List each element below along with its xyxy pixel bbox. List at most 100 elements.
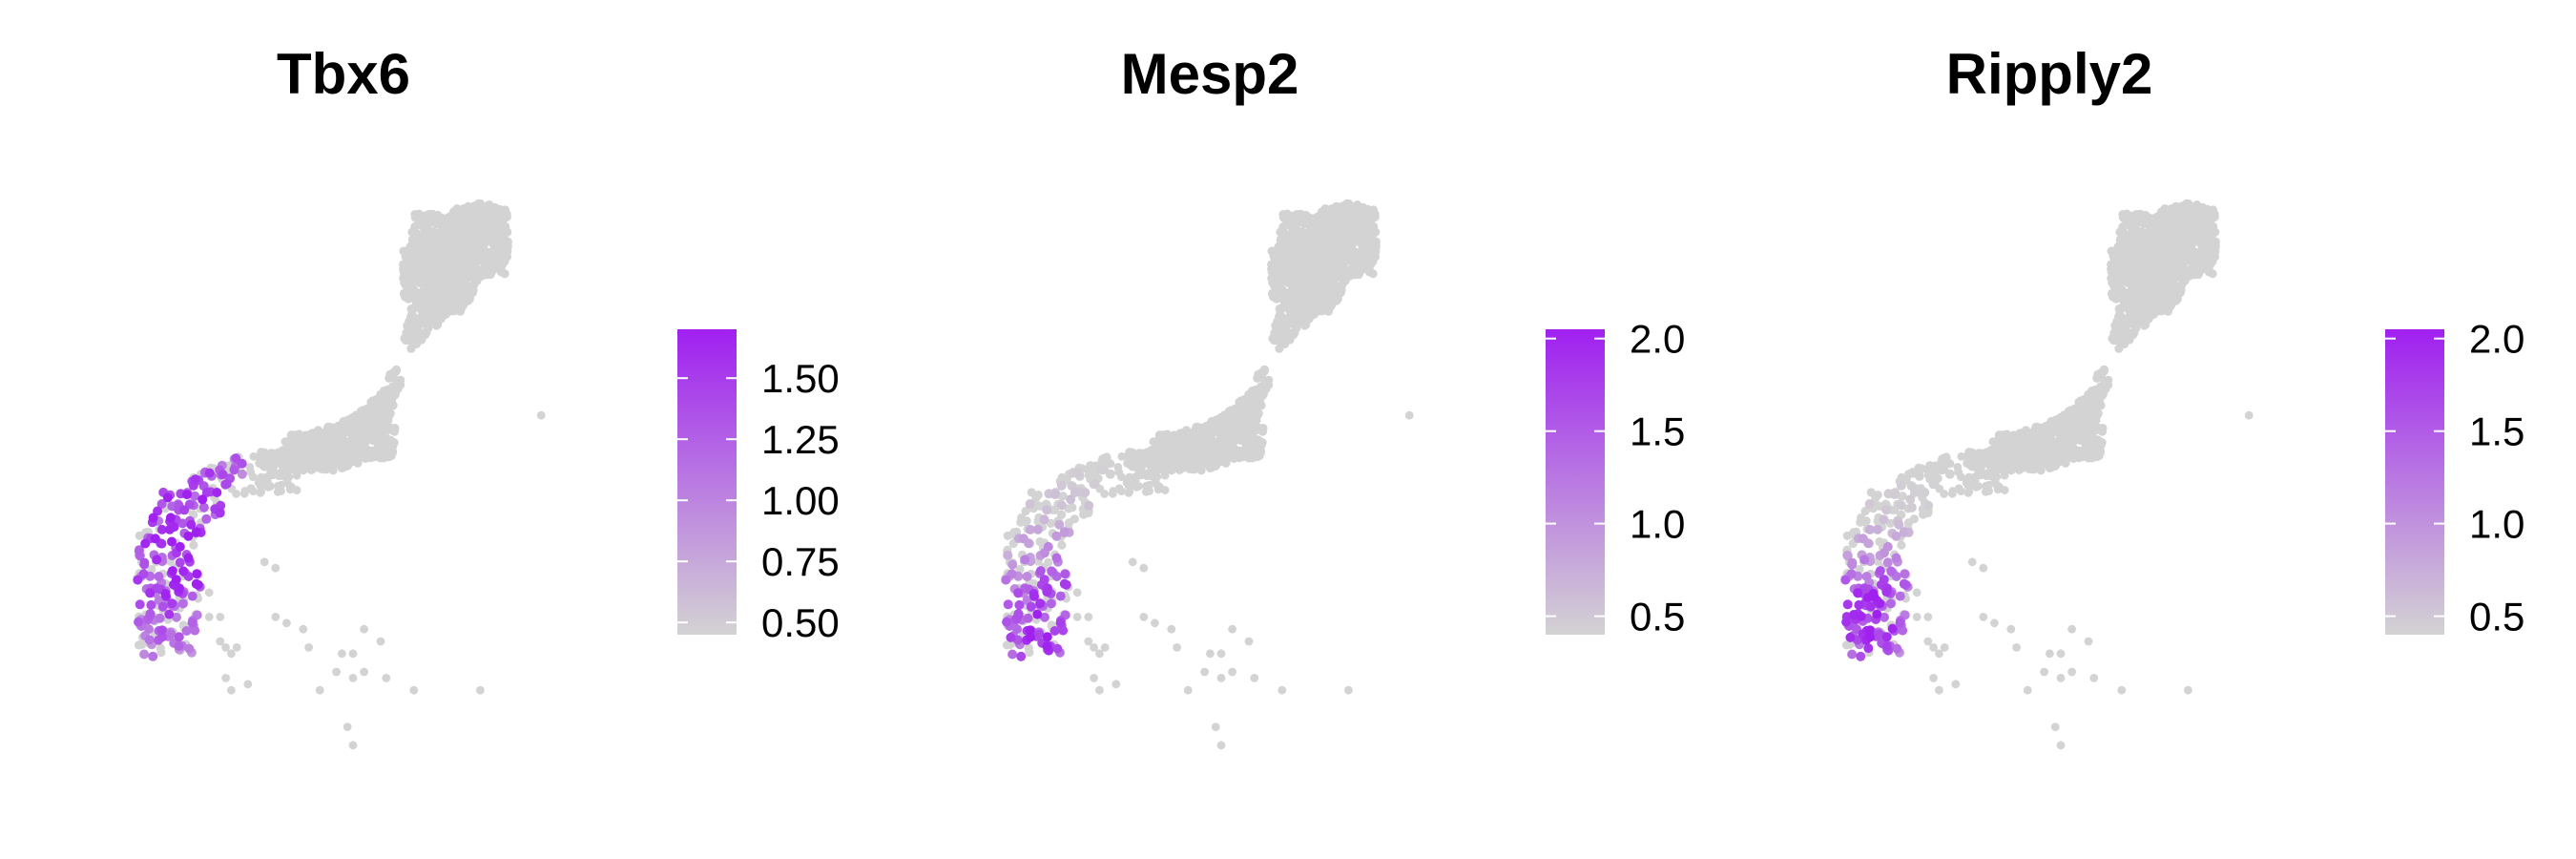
cell-point: [1365, 232, 1375, 241]
cell-point: [134, 640, 144, 650]
cell-point: [346, 455, 356, 465]
cell-point: [474, 235, 485, 244]
cell-point: [445, 297, 454, 306]
cell-point: [1128, 557, 1137, 567]
cell-point: [1068, 503, 1077, 513]
cell-point: [1001, 575, 1011, 585]
cell-point: [445, 221, 454, 231]
cell-point: [356, 413, 365, 424]
cell-point: [146, 599, 156, 610]
cell-point: [204, 588, 214, 597]
cell-point: [204, 613, 214, 621]
cell-point: [167, 598, 177, 609]
cell-point: [352, 449, 362, 458]
cell-point: [1035, 566, 1046, 576]
cell-point: [1044, 557, 1053, 567]
cell-point: [1315, 304, 1325, 314]
cell-point: [1205, 463, 1215, 472]
cell-point: [1293, 243, 1302, 253]
cell-point: [1049, 490, 1060, 500]
cell-point: [1230, 431, 1239, 441]
cell-point: [464, 223, 473, 233]
cell-point: [480, 247, 490, 257]
cell-point: [232, 490, 241, 498]
cell-point: [274, 453, 283, 463]
cell-point: [1332, 223, 1341, 233]
cell-point: [306, 465, 316, 474]
cell-point: [487, 219, 497, 228]
cell-point: [1278, 685, 1287, 695]
cell-point: [457, 245, 467, 255]
cell-point: [1013, 588, 1024, 598]
cell-point: [1210, 447, 1219, 456]
cell-point: [174, 632, 184, 642]
cell-point: [386, 451, 396, 461]
cell-point: [409, 685, 419, 695]
cell-point: [299, 624, 308, 634]
cell-point: [271, 563, 280, 573]
cell-point: [1156, 444, 1166, 453]
cell-point: [337, 463, 346, 472]
cell-point: [1228, 667, 1236, 677]
cell-point: [1350, 213, 1360, 222]
cell-point: [373, 429, 383, 438]
cell-point: [1224, 413, 1234, 424]
cell-point: [191, 527, 201, 537]
cell-point: [360, 667, 368, 677]
plot-area: [1840, 199, 2254, 750]
cell-point: [237, 469, 247, 479]
cell-point: [1072, 468, 1083, 478]
cell-point: [1364, 267, 1374, 277]
cell-point: [332, 667, 341, 677]
cell-point: [177, 598, 188, 609]
colorbar: 0.500.751.001.251.50: [677, 329, 840, 645]
cell-point: [292, 430, 301, 440]
cell-point: [249, 451, 259, 461]
cell-point: [167, 536, 177, 547]
panel-tbx6: Tbx6 0.500.751.001.251.50: [133, 42, 840, 750]
cell-point: [1017, 513, 1027, 523]
cell-point: [442, 251, 452, 261]
cell-point: [1047, 566, 1057, 576]
cell-point: [1216, 649, 1226, 659]
cell-point: [1080, 488, 1091, 497]
cell-point: [140, 538, 151, 549]
cell-point: [1295, 261, 1305, 270]
cell-point: [483, 203, 492, 213]
cell-point: [442, 285, 451, 295]
cell-point: [1125, 488, 1133, 496]
cell-point: [1072, 613, 1082, 621]
cell-point: [1215, 455, 1224, 465]
cell-point: [1090, 674, 1098, 682]
cell-point: [324, 422, 334, 431]
cell-point: [135, 599, 145, 610]
cell-point: [133, 575, 143, 585]
cell-point: [1153, 481, 1162, 491]
cell-point: [216, 637, 225, 646]
cell-point: [500, 257, 509, 266]
cell-point: [503, 227, 512, 237]
cell-point: [204, 468, 215, 478]
cell-point: [1218, 432, 1228, 442]
cell-point: [1359, 203, 1368, 213]
cell-point: [467, 232, 477, 241]
cell-point: [376, 637, 385, 646]
cell-point: [362, 453, 371, 463]
cell-point: [414, 211, 424, 220]
cell-point: [348, 649, 358, 659]
cell-point: [364, 422, 374, 431]
cell-point: [326, 461, 336, 471]
cell-point: [1241, 429, 1251, 438]
cell-point: [1128, 450, 1136, 459]
cell-point: [1027, 488, 1036, 497]
cell-point: [385, 394, 395, 404]
cell-point: [318, 453, 327, 463]
colorbar: 0.51.01.52.0: [1546, 317, 1685, 639]
cell-point: [310, 453, 320, 463]
cell-point: [243, 680, 253, 689]
cell-point: [144, 635, 155, 645]
cell-point: [445, 259, 454, 268]
cell-point: [156, 643, 165, 653]
cell-point: [260, 450, 268, 459]
